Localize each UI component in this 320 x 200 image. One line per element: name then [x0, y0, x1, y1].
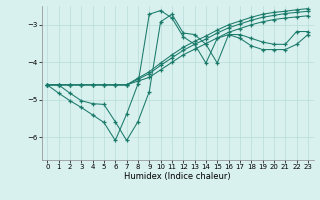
- X-axis label: Humidex (Indice chaleur): Humidex (Indice chaleur): [124, 172, 231, 181]
